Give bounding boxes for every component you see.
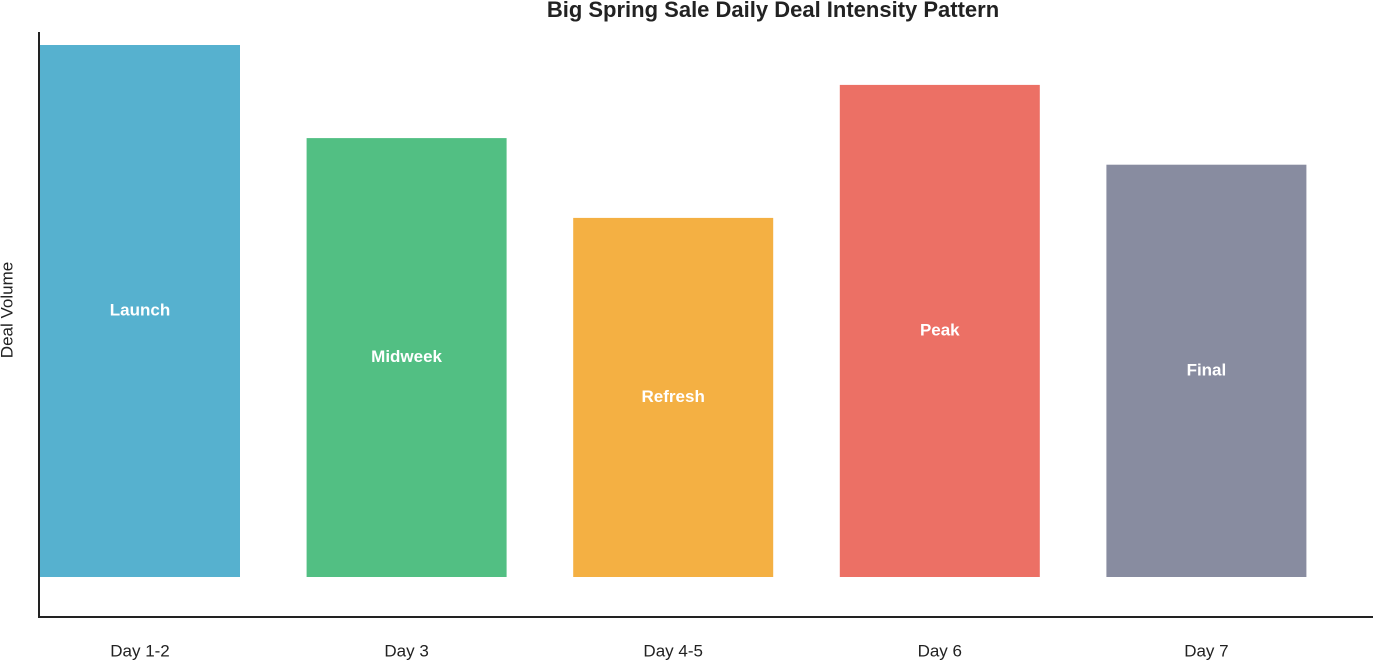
bar (1106, 164, 1307, 577)
bar-label: Final (1187, 360, 1227, 379)
x-tick-label: Day 4-5 (643, 641, 703, 660)
y-axis-label: Deal Volume (0, 262, 16, 358)
x-tick-label: Day 3 (384, 641, 428, 660)
x-tick-label: Day 7 (1184, 641, 1228, 660)
bar-label: Launch (110, 300, 170, 319)
bar-label: Midweek (371, 347, 442, 366)
bar (573, 217, 774, 577)
bar (839, 84, 1040, 578)
x-tick-label: Day 6 (918, 641, 962, 660)
bar (40, 45, 240, 577)
chart-title: Big Spring Sale Daily Deal Intensity Pat… (547, 0, 999, 22)
x-tick-label: Day 1-2 (110, 641, 170, 660)
bar-label: Peak (920, 320, 960, 339)
bar (306, 138, 507, 577)
bar-label: Refresh (642, 387, 705, 406)
